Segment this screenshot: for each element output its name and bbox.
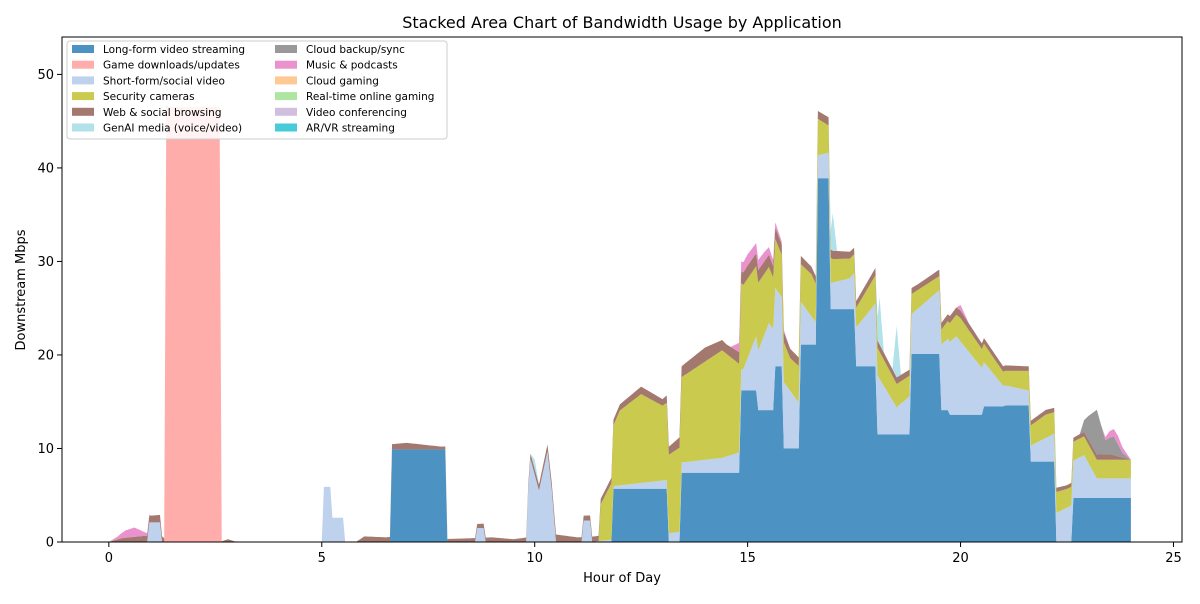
legend-swatch (275, 76, 297, 85)
legend-label: GenAI media (voice/video) (103, 123, 242, 135)
area-series-3 (108, 107, 1131, 542)
area-series-0 (108, 178, 1131, 542)
legend-label: Cloud backup/sync (306, 44, 405, 56)
legend-label: Short-form/social video (103, 75, 225, 87)
x-tick-label: 20 (952, 551, 969, 566)
legend-label: AR/VR streaming (306, 123, 395, 135)
y-tick-label: 50 (37, 68, 54, 83)
legend-swatch (72, 123, 94, 132)
legend-label: Security cameras (103, 91, 195, 103)
y-tick-label: 40 (37, 161, 54, 176)
legend-swatch (72, 76, 94, 85)
legend-swatch (72, 107, 94, 116)
legend-swatch (275, 45, 297, 53)
plot-frame (61, 36, 1183, 543)
legend-label: Music & podcasts (306, 60, 398, 72)
x-axis-ticks: 0 5 10 15 20 25 (105, 542, 1182, 566)
x-tick-label: 5 (318, 551, 326, 566)
y-tick-label: 10 (37, 442, 54, 457)
legend-swatch (275, 107, 297, 116)
y-tick-label: 20 (37, 348, 54, 363)
x-axis-label: Hour of Day (583, 571, 661, 586)
legend-label: Cloud gaming (306, 75, 379, 87)
legend-swatch (275, 123, 297, 132)
y-tick-label: 0 (46, 536, 54, 551)
x-tick-label: 15 (739, 551, 756, 566)
legend-label: Real-time online gaming (306, 91, 434, 103)
legend-label: Game downloads/updates (103, 60, 240, 72)
area-layers (108, 105, 1131, 543)
legend-label: Web & social browsing (103, 107, 222, 119)
x-tick-label: 10 (526, 551, 543, 566)
y-axis-label: Downstream Mbps (14, 229, 29, 350)
y-tick-label: 30 (37, 255, 54, 270)
x-tick-label: 25 (1165, 551, 1182, 566)
legend-swatch (72, 60, 94, 69)
legend-swatch (275, 60, 297, 69)
y-axis-ticks: 0 10 20 30 40 50 (37, 68, 62, 551)
legend-label: Long-form video streaming (103, 44, 245, 56)
legend-swatch (275, 92, 297, 101)
chart-title: Stacked Area Chart of Bandwidth Usage by… (402, 13, 842, 32)
legend-label: Video conferencing (306, 107, 407, 119)
area-series-2 (108, 107, 1131, 542)
legend-frame (66, 40, 448, 140)
legend: Long-form video streaming Game downloads/… (66, 40, 448, 140)
area-series-1 (108, 107, 1131, 542)
legend-swatch (72, 92, 94, 101)
x-tick-label: 0 (105, 551, 113, 566)
legend-swatch (72, 45, 94, 53)
